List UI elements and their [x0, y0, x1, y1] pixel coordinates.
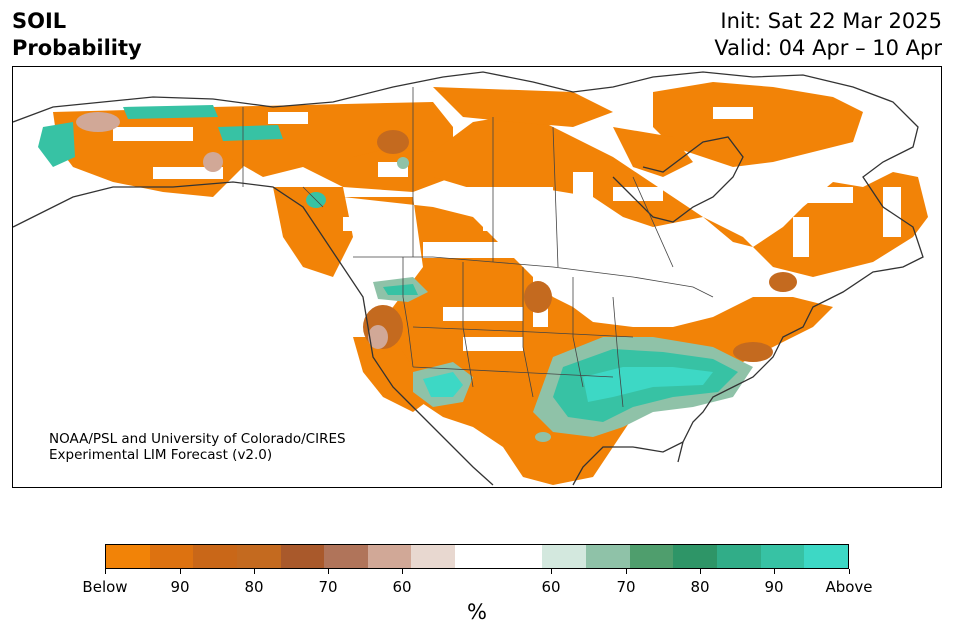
colorbar-tick-label: Above — [825, 578, 873, 596]
colorbar-segment — [106, 545, 150, 568]
coastlines — [13, 71, 924, 486]
colorbar — [105, 544, 849, 569]
colorbar-segment — [280, 545, 325, 568]
colorbar-segment — [716, 545, 761, 568]
colorbar-segment — [542, 545, 587, 568]
colorbar-tick-label: 60 — [392, 578, 412, 596]
colorbar-segment — [367, 545, 412, 568]
colorbar-tick — [402, 569, 403, 574]
colorbar-tick — [849, 569, 850, 574]
colorbar-segment — [498, 545, 543, 568]
colorbar-segment — [629, 545, 674, 568]
colorbar-segment — [673, 545, 717, 568]
title-variable: SOIL Probability — [12, 8, 142, 62]
colorbar-tick — [180, 569, 181, 574]
colorbar-segment — [804, 545, 848, 568]
colorbar-segment — [236, 545, 281, 568]
title-dates: Init: Sat 22 Mar 2025 Valid: 04 Apr – 10… — [714, 8, 942, 62]
colorbar-tick — [700, 569, 701, 574]
colorbar-tick — [551, 569, 552, 574]
colorbar-segment — [324, 545, 368, 568]
colorbar-tick-label: 60 — [541, 578, 561, 596]
colorbar-segment — [760, 545, 805, 568]
credit-line-2: Experimental LIM Forecast (v2.0) — [49, 447, 273, 463]
colorbar-tick-label: 70 — [616, 578, 636, 596]
colorbar-tick — [254, 569, 255, 574]
colorbar-segment — [193, 545, 237, 568]
weak-below-field — [76, 112, 388, 349]
colorbar-segment — [586, 545, 630, 568]
colorbar-segment — [149, 545, 194, 568]
political-borders — [242, 87, 714, 408]
colorbar-segment — [411, 545, 456, 568]
colorbar-tick-label: 90 — [170, 578, 190, 596]
colorbar-tick-label: 70 — [318, 578, 338, 596]
data-credit: NOAA/PSL and University of Colorado/CIRE… — [49, 431, 346, 463]
forecast-map — [12, 66, 942, 488]
colorbar-tick-label: 80 — [690, 578, 710, 596]
map-canvas — [13, 71, 928, 486]
above-normal-field — [38, 105, 753, 442]
colorbar-tick — [626, 569, 627, 574]
below-normal-field — [53, 82, 928, 485]
title-variable-name: SOIL — [12, 9, 67, 33]
title-probability: Probability — [12, 36, 142, 60]
colorbar-tick-label: 90 — [764, 578, 784, 596]
colorbar-segment — [455, 545, 499, 568]
colorbar-tick — [105, 569, 106, 574]
colorbar-tick — [328, 569, 329, 574]
colorbar-tick — [774, 569, 775, 574]
credit-line-1: NOAA/PSL and University of Colorado/CIRE… — [49, 431, 346, 447]
colorbar-tick-label: Below — [82, 578, 128, 596]
colorbar-tick-label: 80 — [244, 578, 264, 596]
valid-range: Valid: 04 Apr – 10 Apr — [714, 36, 942, 60]
init-date: Init: Sat 22 Mar 2025 — [720, 9, 942, 33]
colorbar-unit: % — [467, 600, 487, 624]
